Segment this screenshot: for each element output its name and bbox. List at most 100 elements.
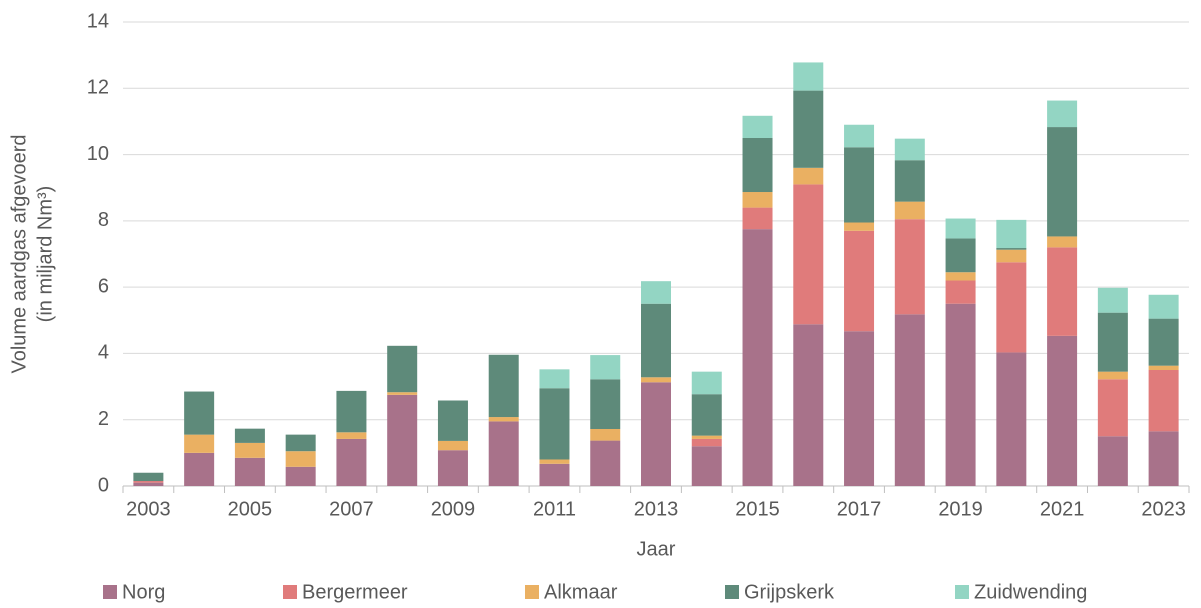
bar-segment [1097, 312, 1128, 372]
legend-label: Grijpskerk [744, 581, 835, 603]
bar-segment [1148, 431, 1179, 486]
bar-segment [996, 249, 1027, 263]
x-tick-label: 2021 [1040, 498, 1085, 520]
x-tick-label: 2023 [1141, 498, 1186, 520]
bar-segment [133, 481, 164, 483]
y-tick-label: 10 [87, 143, 109, 165]
x-tick-label: 2013 [634, 498, 679, 520]
bar-segment [1047, 247, 1078, 336]
y-tick-label: 6 [98, 275, 109, 297]
bar-segment [437, 450, 468, 486]
legend-swatch [103, 585, 117, 599]
x-tick-label: 2005 [228, 498, 273, 520]
x-tick-label: 2017 [837, 498, 882, 520]
bar-segment [1097, 379, 1128, 437]
bar-segment [285, 466, 316, 486]
bar-segment [793, 167, 824, 185]
bar-segment [742, 229, 773, 486]
legend-label: Zuidwending [974, 581, 1087, 603]
legend-swatch [283, 585, 297, 599]
x-tick-label: 2007 [329, 498, 374, 520]
bar-segment [894, 314, 925, 486]
bar-segment [1097, 436, 1128, 486]
bar-segment [336, 438, 367, 486]
bar-segment [590, 440, 621, 486]
bar-segment [184, 452, 215, 486]
y-tick-label: 8 [98, 209, 109, 231]
bar-segment [742, 115, 773, 138]
x-tick-label: 2019 [938, 498, 983, 520]
y-axis-label: (in miljard Nm³) [34, 186, 56, 323]
bar-segment [1148, 318, 1179, 366]
bar-segment [184, 434, 215, 453]
bar-segment [844, 147, 875, 223]
bar-segment [539, 369, 570, 389]
bar-segment [1097, 287, 1128, 313]
y-tick-label: 0 [98, 474, 109, 496]
y-tick-label: 2 [98, 408, 109, 430]
bar-segment [691, 394, 722, 436]
bar-segment [184, 391, 215, 435]
bar-segment [336, 390, 367, 433]
bar-segment [234, 428, 265, 443]
bar-segment [894, 219, 925, 315]
bar-segment [488, 417, 519, 422]
bar-segment [945, 303, 976, 486]
bar-segment [742, 138, 773, 193]
bar-segment [844, 222, 875, 231]
x-tick-label: 2011 [533, 498, 576, 520]
bar-segment [945, 272, 976, 281]
bar-segment [945, 238, 976, 273]
bar-segment [590, 379, 621, 429]
bar-segment [996, 262, 1027, 353]
bar-segment [387, 345, 418, 393]
bar-segment [844, 230, 875, 332]
bar-segment [844, 331, 875, 486]
bar-segment [894, 201, 925, 220]
bar-segment [996, 219, 1027, 249]
bar-segment [1148, 294, 1179, 319]
bar-segment [742, 192, 773, 208]
bar-segment [641, 303, 671, 378]
bar-segment [793, 184, 824, 325]
bar-segment [1148, 370, 1179, 432]
bar-segment [539, 388, 570, 460]
legend-swatch [955, 585, 969, 599]
bar-segment [641, 377, 671, 383]
x-tick-label: 2009 [431, 498, 476, 520]
bar-segment [844, 124, 875, 148]
bar-segment [742, 207, 773, 230]
bar-segment [539, 459, 570, 464]
bar-segment [133, 482, 164, 486]
bar-segment [793, 62, 824, 91]
bar-segment [590, 428, 621, 441]
bar-segment [1047, 127, 1078, 237]
bar-segment [234, 442, 265, 458]
bar-segment [387, 392, 418, 395]
bar-segment [945, 280, 976, 304]
bar-segment [437, 440, 468, 451]
bar-segment [641, 281, 671, 304]
bar-segment [285, 451, 316, 467]
bar-segment [1148, 365, 1179, 370]
bar-segment [336, 432, 367, 439]
legend-label: Alkmaar [544, 581, 618, 603]
bar-segment [387, 394, 418, 486]
bar-segment [488, 354, 519, 418]
x-tick-label: 2003 [126, 498, 171, 520]
bar-segment [133, 472, 164, 482]
bar-segment [793, 90, 824, 168]
legend-label: Bergermeer [302, 581, 408, 603]
bar-segment [437, 400, 468, 441]
x-axis-label: Jaar [637, 538, 676, 560]
bar-segment [1047, 335, 1078, 486]
legend-swatch [725, 585, 739, 599]
bar-segment [1047, 100, 1078, 128]
bar-segment [691, 438, 722, 447]
y-tick-label: 12 [87, 77, 109, 99]
bar-segment [539, 463, 570, 486]
y-tick-label: 4 [98, 342, 109, 364]
bar-segment [996, 248, 1027, 250]
